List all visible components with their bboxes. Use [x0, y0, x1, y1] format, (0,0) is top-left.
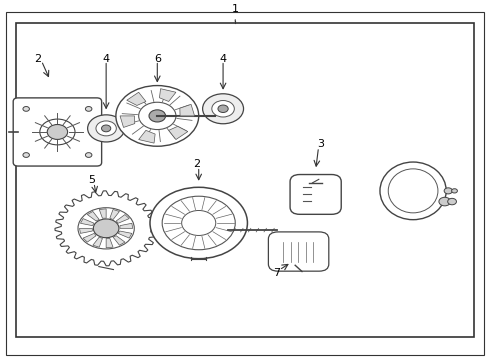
Circle shape: [444, 188, 452, 194]
Circle shape: [394, 181, 400, 185]
Text: 2: 2: [34, 54, 42, 64]
Text: 1: 1: [232, 4, 239, 21]
Circle shape: [101, 125, 111, 132]
Circle shape: [410, 205, 416, 209]
Circle shape: [78, 208, 134, 249]
Circle shape: [139, 102, 176, 130]
Circle shape: [150, 187, 247, 259]
Polygon shape: [159, 89, 176, 102]
Circle shape: [40, 119, 75, 145]
Polygon shape: [106, 238, 113, 248]
Circle shape: [85, 107, 92, 111]
Circle shape: [182, 211, 216, 235]
Circle shape: [452, 189, 457, 193]
Polygon shape: [169, 126, 188, 140]
Circle shape: [394, 197, 400, 201]
Bar: [16, 23, 474, 337]
Polygon shape: [180, 104, 195, 116]
Circle shape: [162, 196, 235, 250]
Text: 6: 6: [154, 54, 161, 64]
Circle shape: [410, 173, 416, 177]
Circle shape: [94, 219, 119, 238]
Text: 4: 4: [102, 54, 110, 64]
Polygon shape: [87, 211, 99, 221]
FancyBboxPatch shape: [290, 175, 341, 214]
Polygon shape: [80, 219, 94, 226]
Text: 4: 4: [220, 54, 227, 64]
Circle shape: [426, 197, 432, 201]
Polygon shape: [127, 92, 146, 105]
Text: 7: 7: [273, 268, 280, 278]
FancyBboxPatch shape: [269, 232, 329, 271]
FancyBboxPatch shape: [13, 98, 101, 166]
Polygon shape: [55, 191, 157, 266]
Circle shape: [47, 125, 68, 139]
Polygon shape: [116, 215, 129, 223]
Circle shape: [212, 100, 234, 117]
Circle shape: [85, 153, 92, 157]
Ellipse shape: [380, 162, 446, 220]
Polygon shape: [139, 130, 155, 143]
Polygon shape: [120, 223, 133, 228]
Text: 2: 2: [193, 159, 200, 169]
Polygon shape: [79, 228, 92, 233]
Circle shape: [202, 94, 244, 124]
Circle shape: [426, 181, 432, 185]
Ellipse shape: [388, 169, 438, 213]
Text: 5: 5: [88, 175, 95, 185]
Circle shape: [23, 107, 29, 111]
Polygon shape: [83, 233, 96, 242]
Circle shape: [218, 105, 228, 113]
Circle shape: [439, 197, 451, 206]
Polygon shape: [118, 231, 132, 238]
Circle shape: [448, 198, 457, 205]
Text: 3: 3: [317, 139, 324, 149]
Polygon shape: [110, 210, 120, 220]
Polygon shape: [113, 236, 125, 245]
Circle shape: [88, 115, 124, 142]
Polygon shape: [99, 209, 106, 218]
Circle shape: [23, 153, 29, 157]
Circle shape: [116, 86, 199, 146]
Circle shape: [96, 121, 116, 136]
Polygon shape: [93, 237, 102, 247]
Polygon shape: [120, 116, 135, 127]
Circle shape: [149, 110, 166, 122]
